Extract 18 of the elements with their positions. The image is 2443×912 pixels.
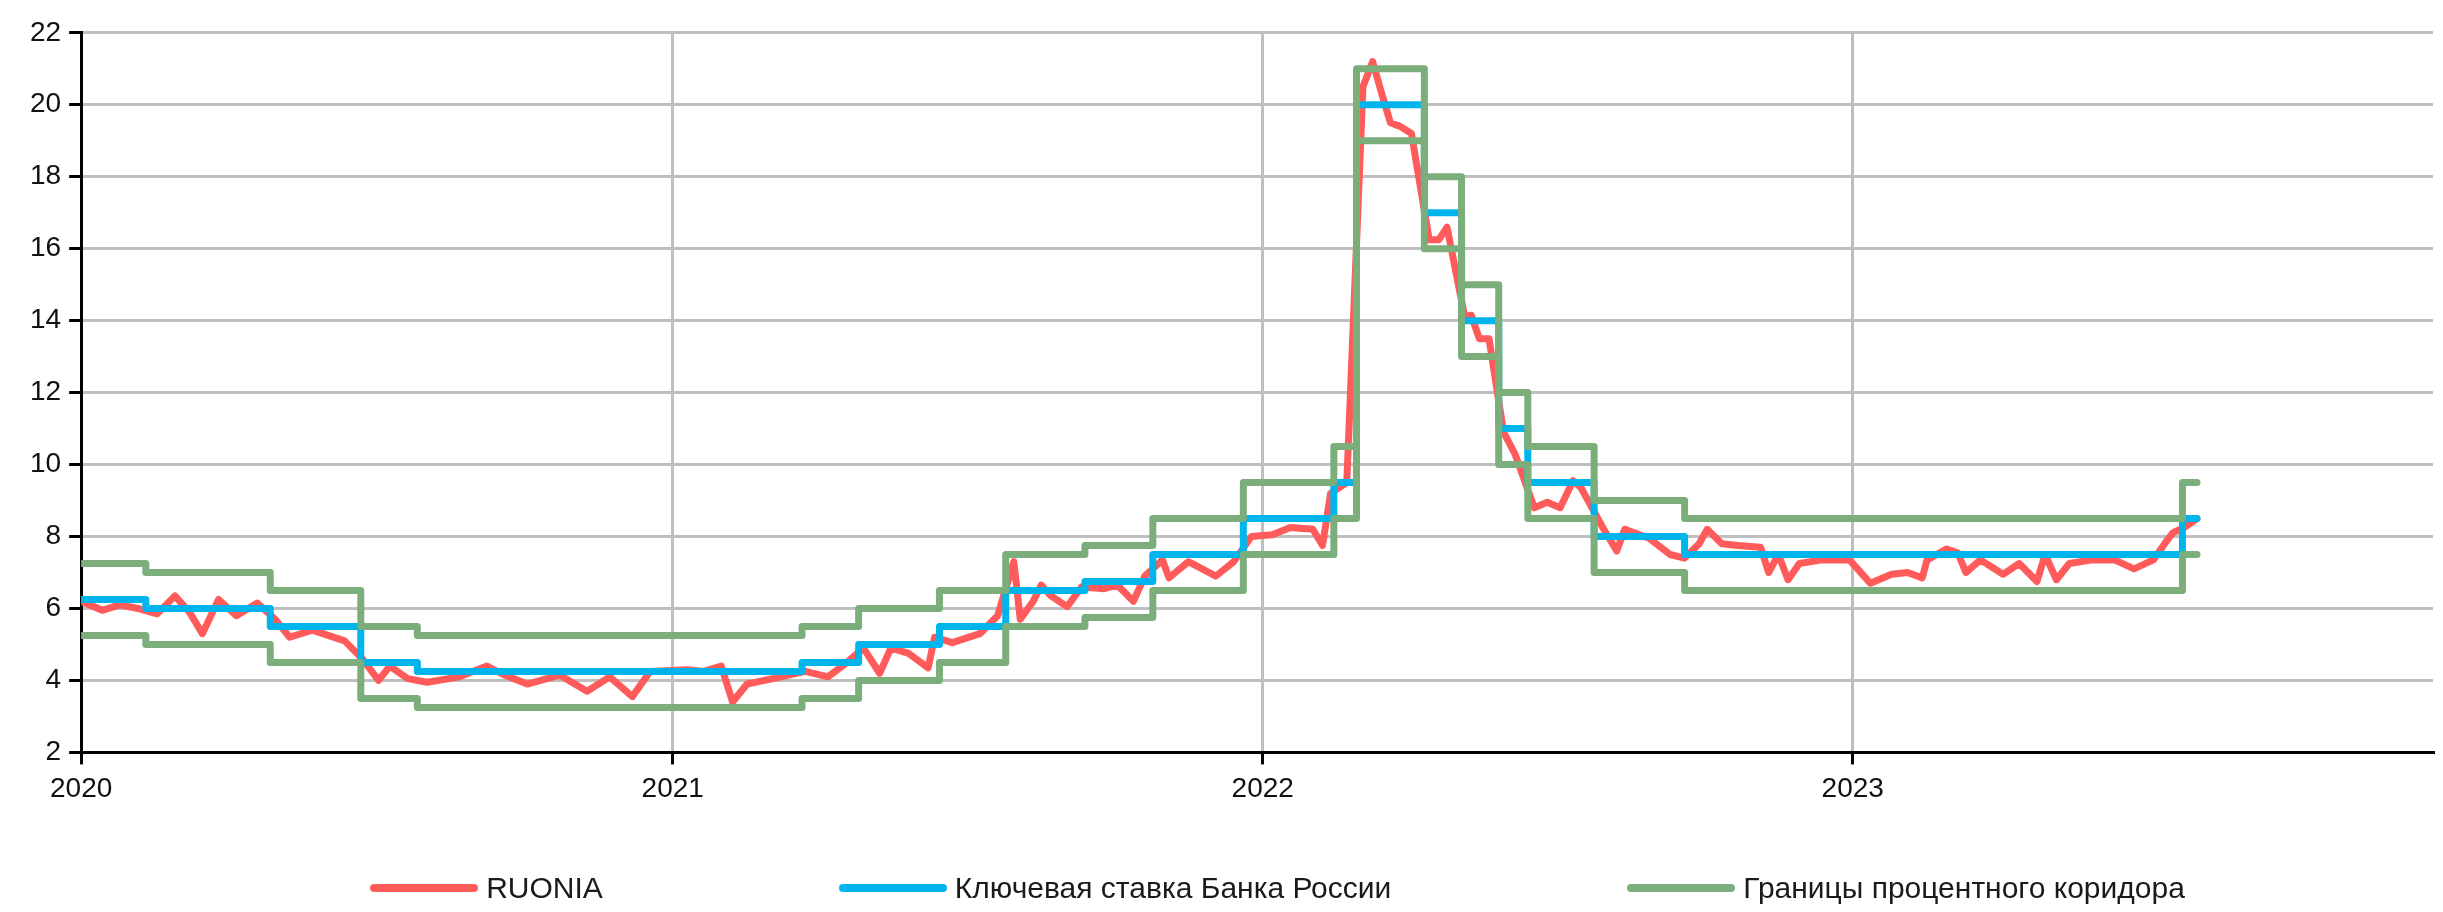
y-tick-label: 14	[29, 303, 62, 335]
x-tick-label: 2021	[641, 771, 704, 803]
y-tick-label: 6	[45, 591, 62, 623]
y-tick-label: 20	[29, 87, 62, 119]
x-tick-label: 2022	[1231, 771, 1294, 803]
y-tick-label: 8	[45, 519, 62, 551]
y-tick-label: 22	[29, 15, 62, 47]
y-tick-label: 16	[29, 231, 62, 263]
x-tick-label: 2020	[50, 771, 113, 803]
y-tick-label: 2	[45, 735, 62, 767]
legend-label: Ключевая ставка Банка России	[954, 870, 1392, 906]
y-tick-label: 18	[29, 159, 62, 191]
legend-label: RUONIA	[486, 870, 603, 906]
y-tick-label: 4	[45, 663, 62, 695]
y-tick-label: 10	[29, 447, 62, 479]
y-tick-label: 12	[29, 375, 62, 407]
legend-label: Границы процентного коридора	[1743, 870, 2185, 906]
x-tick-label: 2023	[1821, 771, 1884, 803]
